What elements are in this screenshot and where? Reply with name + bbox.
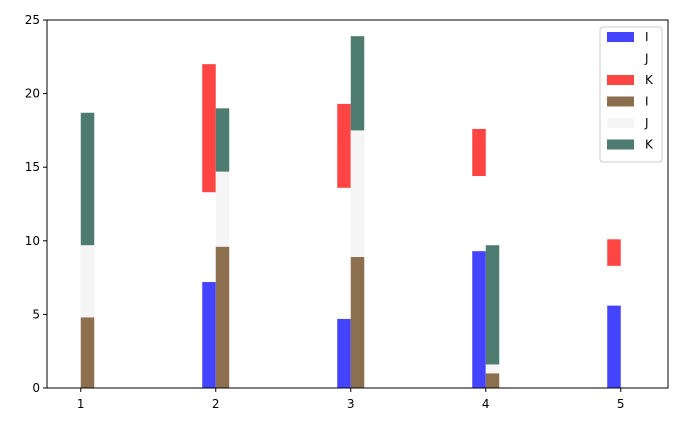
bar-group1-j-x4 <box>472 176 486 252</box>
x-tick-label: 3 <box>347 397 355 411</box>
bar-group2-j-x2 <box>215 171 230 247</box>
y-tick-label: 5 <box>32 307 40 321</box>
legend-label-k: K <box>645 73 654 87</box>
bar-group1-i-x2 <box>202 282 216 388</box>
legend-swatch-k <box>607 139 634 150</box>
bar-group2-i-x4 <box>485 373 500 388</box>
x-tick-label: 1 <box>77 397 85 411</box>
legend-label-i: I <box>645 95 649 109</box>
legend-swatch-j <box>607 53 634 64</box>
legend-swatch-i <box>607 96 634 107</box>
bar-group1-i-x5 <box>607 305 621 388</box>
bar-group2-i-x1 <box>80 317 95 388</box>
y-tick-label: 20 <box>25 87 40 101</box>
bar-group2-j-x3 <box>350 130 365 257</box>
y-tick-label: 25 <box>25 13 40 27</box>
bar-group1-i-x4 <box>472 251 486 388</box>
bar-group2-j-x1 <box>80 245 95 318</box>
bar-group1-i-x3 <box>337 318 351 388</box>
legend-swatch-i <box>607 32 634 42</box>
y-axis: 0 5 10 15 20 25 <box>25 13 47 395</box>
bar-group1-j-x2 <box>202 192 216 283</box>
legend-label-j: J <box>644 116 649 130</box>
bar-group1-k-x2 <box>202 64 216 193</box>
x-tick-label: 5 <box>617 397 625 411</box>
bar-group1-j-x5 <box>607 265 621 306</box>
x-tick-label: 4 <box>482 397 490 411</box>
y-tick-label: 0 <box>32 381 40 395</box>
bar-group2-i-x2 <box>215 246 230 388</box>
bar-group2-k-x4 <box>485 245 500 365</box>
bars-layer <box>80 36 621 388</box>
x-tick-label: 2 <box>212 397 220 411</box>
legend-swatch-k <box>607 75 634 85</box>
plot-frame <box>46 19 669 389</box>
bar-group2-j-x4 <box>485 364 500 374</box>
legend-label-i: I <box>645 30 649 44</box>
y-tick-label: 15 <box>25 160 40 174</box>
bar-group2-k-x2 <box>215 108 230 172</box>
bar-group2-k-x1 <box>80 112 95 246</box>
bar-group2-i-x3 <box>350 256 365 388</box>
bar-group1-k-x5 <box>607 239 621 266</box>
bar-group1-k-x3 <box>337 103 351 188</box>
x-axis: 1 2 3 4 5 <box>77 388 625 411</box>
legend-label-k: K <box>645 138 654 152</box>
legend-swatch-j <box>607 118 634 128</box>
y-tick-label: 10 <box>25 234 40 248</box>
bar-group1-k-x4 <box>472 128 486 177</box>
bar-group1-j-x3 <box>337 187 351 319</box>
bar-group2-k-x3 <box>350 36 365 131</box>
legend-label-j: J <box>644 52 649 66</box>
